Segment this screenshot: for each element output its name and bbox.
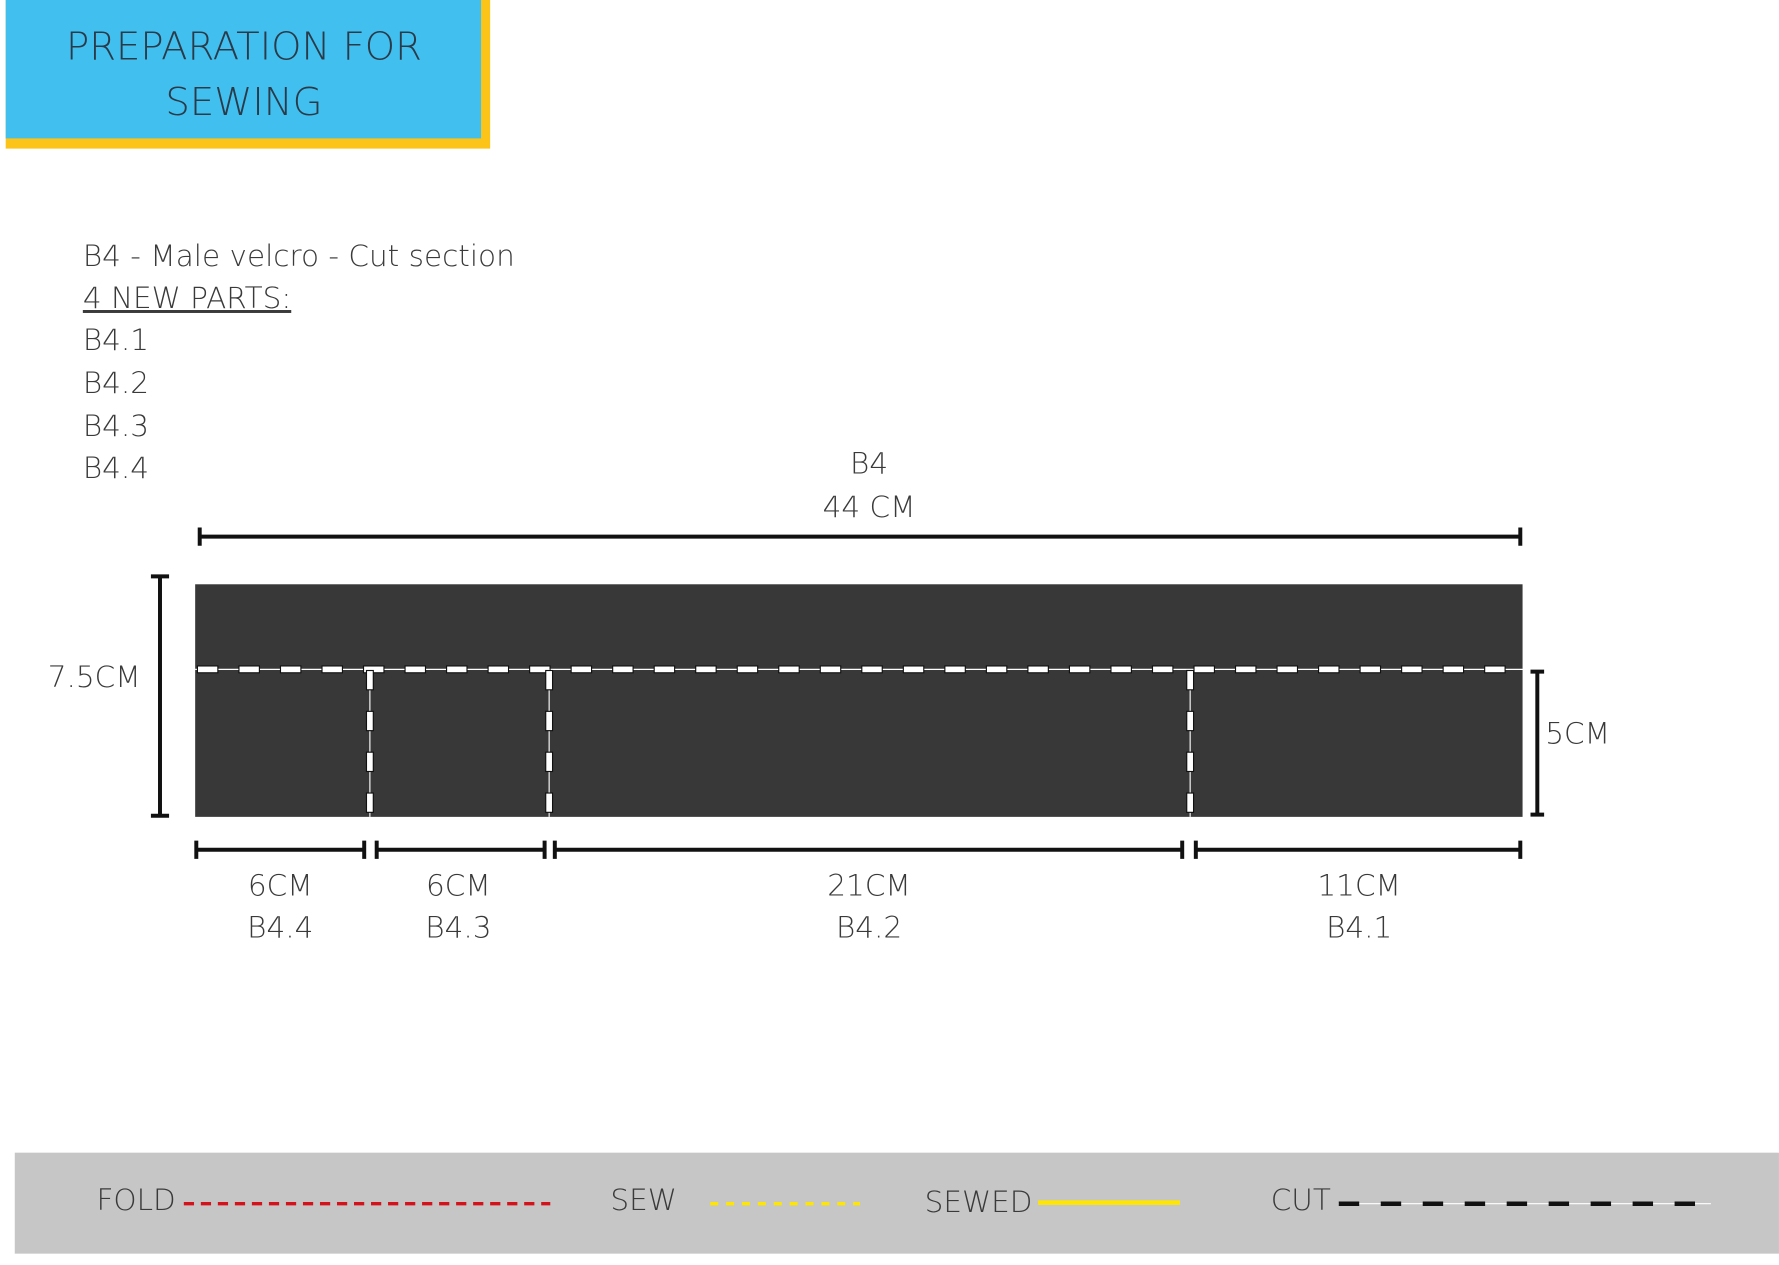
cut-dash <box>1359 665 1382 674</box>
cut-dash <box>1401 665 1423 674</box>
cut-dash <box>778 665 800 674</box>
cut-dash <box>612 665 634 674</box>
segment-dimension-lines <box>194 840 1523 859</box>
cut-dash <box>279 665 302 674</box>
cut-dash <box>1484 665 1506 674</box>
cut-dash <box>1442 665 1465 674</box>
cut-dash <box>196 665 219 674</box>
cut-dash <box>545 710 554 732</box>
velcro-strip <box>195 584 1523 817</box>
cut-dash <box>238 665 260 674</box>
cut-dash <box>529 665 551 674</box>
cut-dash <box>944 665 966 674</box>
segment-length: 6CM <box>426 869 491 903</box>
part: B4.2 <box>83 366 149 400</box>
cut-dash <box>1068 665 1091 674</box>
dimension-line <box>150 574 170 818</box>
segment-name: B4.2 <box>836 911 902 945</box>
part: B4.1 <box>83 323 149 357</box>
cut-dash <box>321 665 343 674</box>
cut-dash <box>1110 665 1132 674</box>
segment-length: 21CM <box>827 869 911 903</box>
cut-dash <box>1186 710 1195 732</box>
cut-dash <box>570 665 593 674</box>
cut-dash <box>1186 669 1195 691</box>
segment-length: 11CM <box>1317 869 1401 903</box>
cut-dash <box>1193 665 1215 674</box>
part: B4.3 <box>83 409 149 443</box>
legend-label: FOLD <box>96 1183 175 1217</box>
cut-dash <box>365 751 374 773</box>
cut-dash <box>545 669 554 691</box>
top-name: B4 <box>850 447 888 481</box>
cut-dash <box>1151 665 1174 674</box>
cut-dash <box>1186 751 1195 773</box>
header-title: SEWING <box>165 80 322 125</box>
cut-dash <box>736 665 759 674</box>
cut-dash <box>1186 792 1195 813</box>
legend-label: SEWED <box>925 1185 1033 1219</box>
cut-dash <box>1318 665 1340 674</box>
cut-dash <box>1234 665 1257 674</box>
segment-name: B4.4 <box>247 911 313 945</box>
height-label: 7.5CM <box>48 660 141 694</box>
cut-lines <box>195 665 1528 817</box>
header-box <box>5 0 482 139</box>
info-subtitle: 4 NEW PARTS: <box>83 281 291 315</box>
cut-dash <box>861 665 883 674</box>
cut-dash <box>653 665 676 674</box>
segment-length: 6CM <box>248 869 313 903</box>
top-length: 44 CM <box>823 490 916 524</box>
cut-dash <box>545 792 554 813</box>
header-title: PREPARATION FOR <box>66 24 422 69</box>
sub-height-label: 5CM <box>1545 717 1610 751</box>
cut-dash <box>365 669 374 691</box>
cut-dash <box>695 665 717 674</box>
dimension-line <box>197 527 1523 546</box>
cut-dash <box>902 665 925 674</box>
cut-dash <box>446 665 468 674</box>
dimension-line <box>1530 669 1545 817</box>
cut-dash <box>487 665 510 674</box>
info-title: B4 - Male velcro - Cut section <box>83 239 515 273</box>
cut-dash <box>985 665 1008 674</box>
cut-dash <box>365 710 374 732</box>
legend-label: CUT <box>1271 1183 1331 1217</box>
cut-dash <box>404 665 427 674</box>
segment-name: B4.1 <box>1326 911 1392 945</box>
cut-dash <box>545 751 554 773</box>
part: B4.4 <box>83 451 149 485</box>
cut-dash <box>819 665 842 674</box>
cut-dash <box>365 792 374 813</box>
segment-name: B4.3 <box>425 911 491 945</box>
cut-dash <box>1027 665 1049 674</box>
legend-label: SEW <box>610 1183 677 1217</box>
cut-dash <box>1276 665 1299 674</box>
